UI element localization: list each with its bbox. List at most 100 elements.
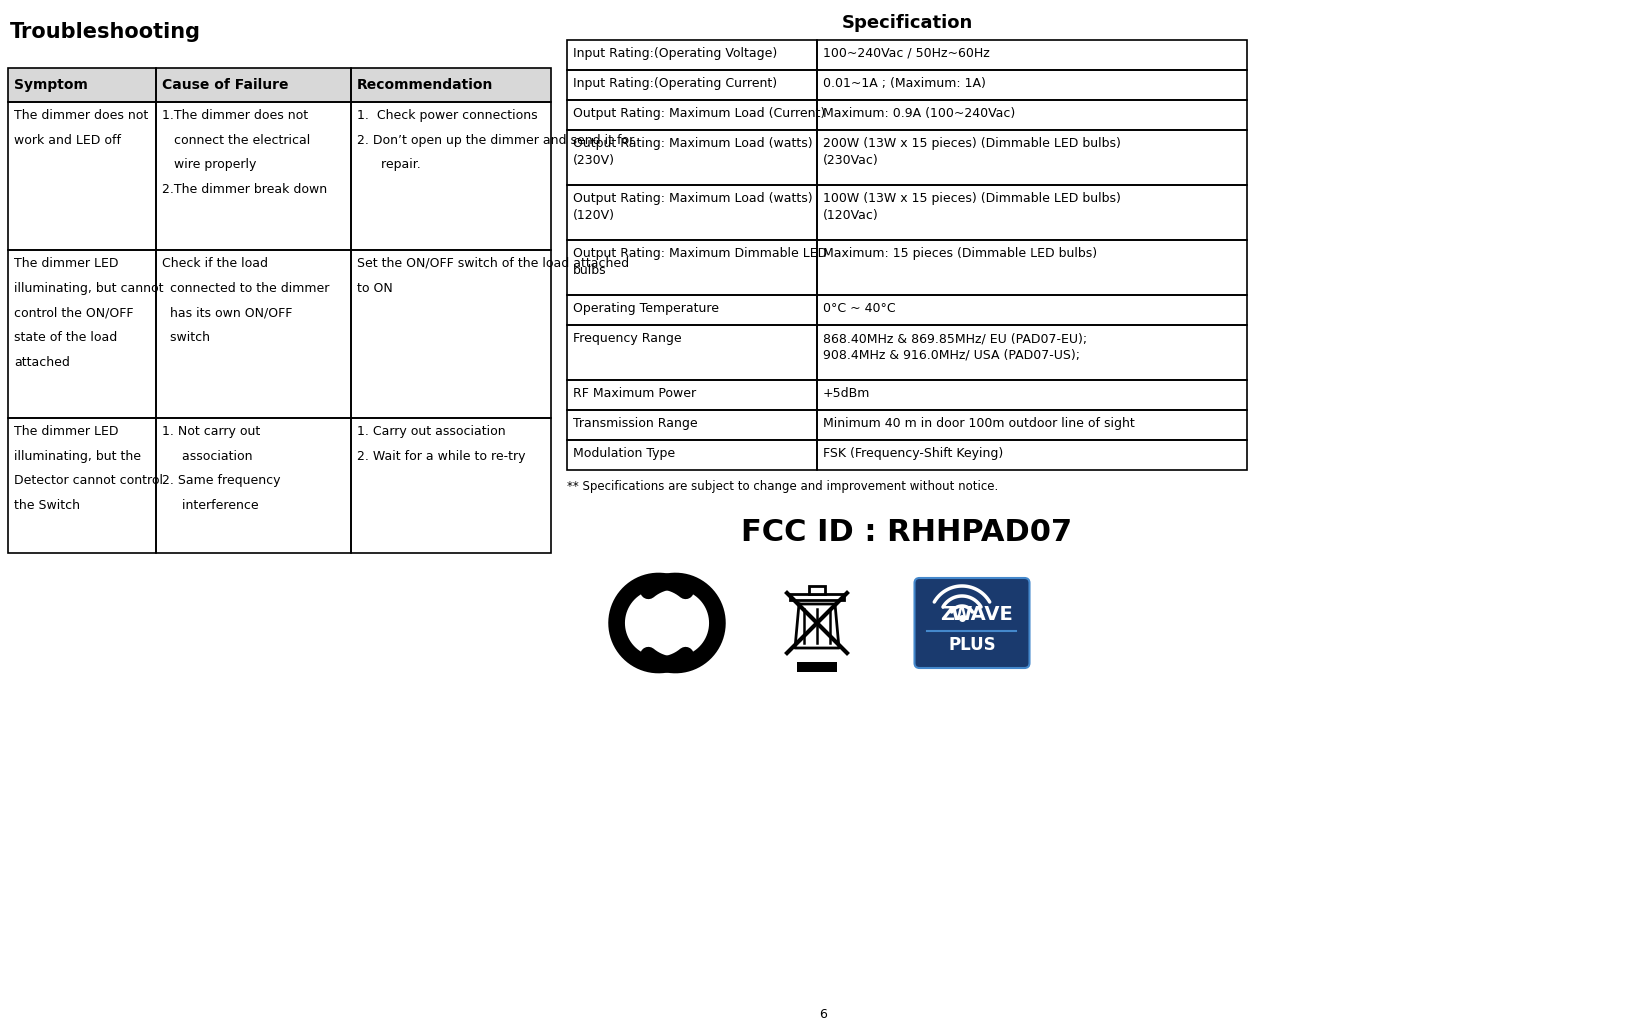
Bar bbox=[816, 130, 1248, 185]
Text: FCC ID : RHHPAD07: FCC ID : RHHPAD07 bbox=[741, 518, 1073, 547]
Bar bbox=[566, 40, 816, 70]
Bar bbox=[351, 418, 551, 553]
Bar bbox=[351, 68, 551, 102]
Text: (230Vac): (230Vac) bbox=[823, 154, 879, 167]
Text: 908.4MHz & 916.0MHz/ USA (PAD07-US);: 908.4MHz & 916.0MHz/ USA (PAD07-US); bbox=[823, 350, 1080, 362]
Text: Input Rating:(Operating Current): Input Rating:(Operating Current) bbox=[573, 77, 777, 90]
Bar bbox=[566, 100, 816, 130]
Text: Output Rating: Maximum Load (watts): Output Rating: Maximum Load (watts) bbox=[573, 192, 813, 205]
Text: (120Vac): (120Vac) bbox=[823, 209, 879, 222]
Text: repair.: repair. bbox=[357, 159, 421, 171]
Text: Check if the load: Check if the load bbox=[161, 257, 268, 270]
Bar bbox=[566, 130, 816, 185]
Text: 6: 6 bbox=[820, 1008, 826, 1022]
FancyBboxPatch shape bbox=[915, 578, 1029, 668]
Bar bbox=[816, 410, 1248, 440]
Bar bbox=[816, 440, 1248, 470]
Text: Transmission Range: Transmission Range bbox=[573, 417, 698, 430]
Text: (230V): (230V) bbox=[573, 154, 616, 167]
Bar bbox=[797, 662, 838, 672]
Bar bbox=[816, 70, 1248, 100]
Text: bulbs: bulbs bbox=[573, 264, 607, 277]
Text: Modulation Type: Modulation Type bbox=[573, 447, 675, 460]
Text: state of the load: state of the load bbox=[15, 331, 117, 344]
Text: Output Rating: Maximum Load (Current): Output Rating: Maximum Load (Current) bbox=[573, 107, 825, 120]
Text: Output Rating: Maximum Load (watts): Output Rating: Maximum Load (watts) bbox=[573, 137, 813, 149]
Bar bbox=[8, 250, 156, 418]
Text: The dimmer does not: The dimmer does not bbox=[15, 109, 148, 122]
Text: Cause of Failure: Cause of Failure bbox=[161, 78, 288, 92]
Text: Detector cannot control: Detector cannot control bbox=[15, 474, 163, 488]
Bar bbox=[566, 295, 816, 325]
Bar bbox=[156, 250, 351, 418]
Polygon shape bbox=[795, 604, 839, 648]
Bar bbox=[8, 68, 156, 102]
Text: The dimmer LED: The dimmer LED bbox=[15, 257, 119, 270]
Text: 200W (13W x 15 pieces) (Dimmable LED bulbs): 200W (13W x 15 pieces) (Dimmable LED bul… bbox=[823, 137, 1121, 149]
Bar bbox=[566, 70, 816, 100]
Text: 1. Not carry out: 1. Not carry out bbox=[161, 425, 260, 438]
Text: Output Rating: Maximum Dimmable LED: Output Rating: Maximum Dimmable LED bbox=[573, 247, 828, 260]
Bar bbox=[816, 325, 1248, 380]
Bar bbox=[566, 440, 816, 470]
Text: Frequency Range: Frequency Range bbox=[573, 332, 681, 345]
Text: WAVE: WAVE bbox=[951, 605, 1014, 625]
Text: 2. Don’t open up the dimmer and send it for: 2. Don’t open up the dimmer and send it … bbox=[357, 134, 634, 146]
Text: (120V): (120V) bbox=[573, 209, 616, 222]
Bar bbox=[566, 325, 816, 380]
Text: Z: Z bbox=[940, 605, 955, 625]
Bar bbox=[816, 40, 1248, 70]
Bar bbox=[566, 380, 816, 410]
Bar bbox=[808, 586, 825, 594]
Text: 2. Same frequency: 2. Same frequency bbox=[161, 474, 280, 488]
Text: interference: interference bbox=[161, 499, 258, 512]
Text: illuminating, but the: illuminating, but the bbox=[15, 450, 142, 463]
Text: RF Maximum Power: RF Maximum Power bbox=[573, 387, 696, 400]
Bar bbox=[8, 102, 156, 250]
Text: 100~240Vac / 50Hz~60Hz: 100~240Vac / 50Hz~60Hz bbox=[823, 47, 989, 60]
Text: 868.40MHz & 869.85MHz/ EU (PAD07-EU);: 868.40MHz & 869.85MHz/ EU (PAD07-EU); bbox=[823, 332, 1086, 345]
Text: The dimmer LED: The dimmer LED bbox=[15, 425, 119, 438]
Text: 100W (13W x 15 pieces) (Dimmable LED bulbs): 100W (13W x 15 pieces) (Dimmable LED bul… bbox=[823, 192, 1121, 205]
Text: Minimum 40 m in door 100m outdoor line of sight: Minimum 40 m in door 100m outdoor line o… bbox=[823, 417, 1134, 430]
Bar bbox=[816, 100, 1248, 130]
Text: 1. Carry out association: 1. Carry out association bbox=[357, 425, 505, 438]
Bar bbox=[566, 410, 816, 440]
Text: association: association bbox=[161, 450, 252, 463]
Bar bbox=[816, 295, 1248, 325]
Bar bbox=[8, 68, 156, 102]
Bar bbox=[790, 594, 844, 600]
Bar bbox=[156, 68, 351, 102]
Text: 2.The dimmer break down: 2.The dimmer break down bbox=[161, 182, 328, 196]
Text: ** Specifications are subject to change and improvement without notice.: ** Specifications are subject to change … bbox=[566, 480, 997, 493]
Text: Operating Temperature: Operating Temperature bbox=[573, 302, 719, 315]
Bar bbox=[156, 68, 351, 102]
Text: 0.01~1A ; (Maximum: 1A): 0.01~1A ; (Maximum: 1A) bbox=[823, 77, 986, 90]
Text: Maximum: 15 pieces (Dimmable LED bulbs): Maximum: 15 pieces (Dimmable LED bulbs) bbox=[823, 247, 1098, 260]
Bar bbox=[816, 185, 1248, 240]
Bar bbox=[351, 68, 551, 102]
Bar bbox=[816, 240, 1248, 295]
Text: attached: attached bbox=[15, 356, 69, 369]
Bar bbox=[566, 185, 816, 240]
Text: Symptom: Symptom bbox=[15, 78, 87, 92]
Bar bbox=[156, 418, 351, 553]
Text: 1.  Check power connections: 1. Check power connections bbox=[357, 109, 538, 122]
Bar bbox=[351, 102, 551, 250]
Text: 0°C ~ 40°C: 0°C ~ 40°C bbox=[823, 302, 895, 315]
Text: switch: switch bbox=[161, 331, 211, 344]
Text: wire properly: wire properly bbox=[161, 159, 257, 171]
Bar bbox=[156, 102, 351, 250]
Text: Troubleshooting: Troubleshooting bbox=[10, 22, 201, 42]
Text: connected to the dimmer: connected to the dimmer bbox=[161, 281, 329, 295]
Text: +5dBm: +5dBm bbox=[823, 387, 871, 400]
Text: control the ON/OFF: control the ON/OFF bbox=[15, 306, 133, 320]
Text: illuminating, but cannot: illuminating, but cannot bbox=[15, 281, 163, 295]
Bar bbox=[351, 250, 551, 418]
Text: the Switch: the Switch bbox=[15, 499, 81, 512]
Bar bbox=[816, 380, 1248, 410]
Text: PLUS: PLUS bbox=[948, 636, 996, 654]
Text: connect the electrical: connect the electrical bbox=[161, 134, 309, 146]
Text: to ON: to ON bbox=[357, 281, 393, 295]
Text: Input Rating:(Operating Voltage): Input Rating:(Operating Voltage) bbox=[573, 47, 777, 60]
